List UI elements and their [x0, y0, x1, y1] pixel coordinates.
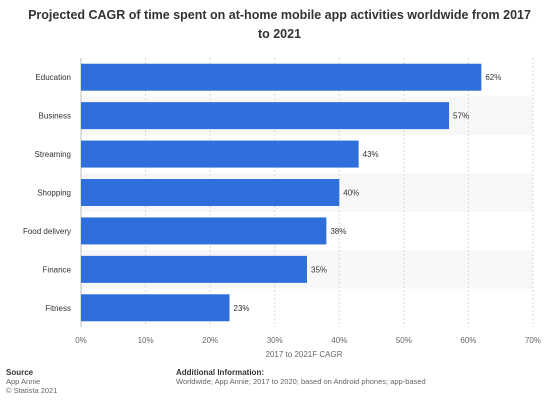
value-label: 57%	[453, 112, 469, 121]
value-label: 40%	[343, 189, 359, 198]
source-heading: Source	[6, 368, 34, 377]
bar	[81, 217, 327, 245]
bar	[81, 102, 450, 130]
category-label: Shopping	[37, 189, 71, 198]
bar	[81, 140, 359, 168]
x-tick-label: 40%	[331, 336, 347, 345]
x-tick-label: 50%	[396, 336, 412, 345]
category-label: Finance	[43, 265, 72, 274]
category-labels: Education Business Streaming Shopping Food d…	[23, 73, 72, 313]
category-label: Food delivery	[23, 227, 71, 236]
value-label: 38%	[330, 227, 346, 236]
additional-info-heading: Additional Information:	[176, 368, 264, 377]
copyright: © Statista 2021	[6, 386, 58, 395]
bar	[81, 63, 482, 91]
bar	[81, 294, 230, 322]
x-tick-label: 10%	[138, 336, 154, 345]
value-label: 62%	[485, 73, 501, 82]
category-label: Streaming	[35, 150, 71, 159]
x-tick-label: 30%	[267, 336, 283, 345]
x-axis-label: 2017 to 2021F CAGR	[266, 350, 343, 359]
chart-title-line-2: to 2021	[257, 27, 302, 41]
value-labels: 62% 57% 43% 40% 38% 35% 23%	[234, 73, 502, 313]
x-tick-label: 70%	[525, 336, 541, 345]
value-label: 35%	[311, 265, 327, 274]
category-label: Education	[35, 73, 71, 82]
bar	[81, 255, 307, 283]
additional-info-text: Worldwide; App Annie; 2017 to 2020; base…	[176, 377, 426, 386]
source-block: Source App Annie © Statista 2021	[6, 368, 57, 395]
x-tick-label: 60%	[460, 336, 476, 345]
chart-title: Projected CAGR of time spent on at-home …	[0, 6, 559, 44]
x-tick-labels: 0% 10% 20% 30% 40% 50% 60% 70%	[75, 336, 541, 345]
bar	[81, 179, 340, 206]
category-label: Fitness	[45, 304, 71, 313]
source-name: App Annie	[6, 377, 41, 386]
value-label: 23%	[234, 304, 250, 313]
x-tick-label: 20%	[202, 336, 218, 345]
category-label: Business	[39, 112, 71, 121]
x-tick-label: 0%	[75, 336, 87, 345]
additional-info-block: Additional Information: Worldwide; App A…	[176, 368, 426, 386]
bars	[81, 63, 482, 322]
chart-title-line-1: Projected CAGR of time spent on at-home …	[28, 8, 531, 22]
value-label: 43%	[363, 150, 379, 159]
